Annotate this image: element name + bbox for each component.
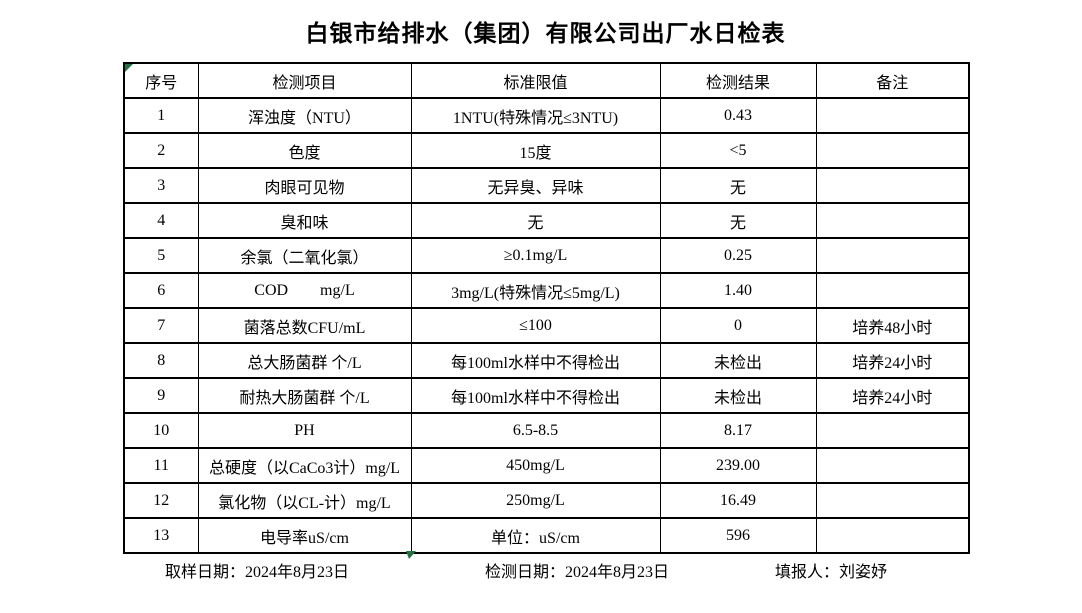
cell-no: 3 <box>123 167 199 204</box>
inspection-table: 序号 检测项目 标准限值 检测结果 备注 1 浑浊度（NTU） 1NTU(特殊情… <box>123 62 970 554</box>
cell-result: 16.49 <box>659 482 817 519</box>
cell-no: 12 <box>123 482 199 519</box>
cell-limit: 无异臭、异味 <box>410 167 661 204</box>
header-remark: 备注 <box>815 62 970 99</box>
cell-result: 0.43 <box>659 97 817 134</box>
cell-remark <box>815 167 970 204</box>
cell-no: 9 <box>123 377 199 414</box>
table-row: 9 耐热大肠菌群 个/L 每100ml水样中不得检出 未检出 培养24小时 <box>123 377 970 414</box>
cell-result: 无 <box>659 202 817 239</box>
cell-remark <box>815 482 970 519</box>
cell-item: 臭和味 <box>197 202 412 239</box>
cell-remark <box>815 412 970 449</box>
sampling-date: 取样日期：2024年8月23日 <box>165 558 349 582</box>
cell-item: 耐热大肠菌群 个/L <box>197 377 412 414</box>
cell-item: COD mg/L <box>197 272 412 309</box>
cell-no: 6 <box>123 272 199 309</box>
cell-limit: 每100ml水样中不得检出 <box>410 377 661 414</box>
cell-limit: ≤100 <box>410 307 661 344</box>
table-header-row: 序号 检测项目 标准限值 检测结果 备注 <box>123 62 970 99</box>
cell-limit: 250mg/L <box>410 482 661 519</box>
table-row: 6 COD mg/L 3mg/L(特殊情况≤5mg/L) 1.40 <box>123 272 970 309</box>
cell-item: 电导率uS/cm <box>197 517 412 554</box>
cell-no: 8 <box>123 342 199 379</box>
cell-limit: 3mg/L(特殊情况≤5mg/L) <box>410 272 661 309</box>
table-row: 8 总大肠菌群 个/L 每100ml水样中不得检出 未检出 培养24小时 <box>123 342 970 379</box>
test-date-value: 2024年8月23日 <box>565 564 670 581</box>
cell-no: 2 <box>123 132 199 169</box>
reporter-label: 填报人： <box>775 564 840 581</box>
table-row: 13 电导率uS/cm 单位：uS/cm 596 <box>123 517 970 554</box>
cell-remark <box>815 202 970 239</box>
cell-result: 未检出 <box>659 377 817 414</box>
cell-limit: ≥0.1mg/L <box>410 237 661 274</box>
table-row: 4 臭和味 无 无 <box>123 202 970 239</box>
header-result: 检测结果 <box>659 62 817 99</box>
sampling-date-value: 2024年8月23日 <box>245 564 350 581</box>
cell-no: 13 <box>123 517 199 554</box>
cell-remark <box>815 237 970 274</box>
cell-remark <box>815 447 970 484</box>
cell-no: 1 <box>123 97 199 134</box>
cell-item: 菌落总数CFU/mL <box>197 307 412 344</box>
page-title: 白银市给排水（集团）有限公司出厂水日检表 <box>305 21 786 47</box>
cell-result: 0 <box>659 307 817 344</box>
cell-remark: 培养48小时 <box>815 307 970 344</box>
cell-result: 8.17 <box>659 412 817 449</box>
table-row: 1 浑浊度（NTU） 1NTU(特殊情况≤3NTU) 0.43 <box>123 97 970 134</box>
cell-item: 总大肠菌群 个/L <box>197 342 412 379</box>
header-item: 检测项目 <box>197 62 412 99</box>
cell-limit: 450mg/L <box>410 447 661 484</box>
test-date: 检测日期：2024年8月23日 <box>485 558 669 582</box>
cell-item: 浑浊度（NTU） <box>197 97 412 134</box>
cell-item: 肉眼可见物 <box>197 167 412 204</box>
cell-remark: 培养24小时 <box>815 342 970 379</box>
table-row: 7 菌落总数CFU/mL ≤100 0 培养48小时 <box>123 307 970 344</box>
table-row: 10 PH 6.5-8.5 8.17 <box>123 412 970 449</box>
table-row: 2 色度 15度 <5 <box>123 132 970 169</box>
cell-item: 总硬度（以CaCo3计）mg/L <box>197 447 412 484</box>
cell-limit: 每100ml水样中不得检出 <box>410 342 661 379</box>
excel-bottom-marker-icon <box>406 551 416 559</box>
cell-item: 余氯（二氧化氯） <box>197 237 412 274</box>
cell-remark <box>815 132 970 169</box>
reporter: 填报人：刘姿妤 <box>775 558 887 582</box>
cell-no: 10 <box>123 412 199 449</box>
table-body: 1 浑浊度（NTU） 1NTU(特殊情况≤3NTU) 0.43 2 色度 15度… <box>123 97 970 554</box>
table-row: 11 总硬度（以CaCo3计）mg/L 450mg/L 239.00 <box>123 447 970 484</box>
header-no: 序号 <box>123 62 199 99</box>
test-date-label: 检测日期： <box>485 564 566 581</box>
cell-result: 239.00 <box>659 447 817 484</box>
cell-item: 氯化物（以CL-计）mg/L <box>197 482 412 519</box>
excel-corner-marker-icon <box>125 64 133 72</box>
cell-result: <5 <box>659 132 817 169</box>
cell-remark <box>815 97 970 134</box>
cell-item: 色度 <box>197 132 412 169</box>
cell-no: 11 <box>123 447 199 484</box>
cell-remark <box>815 517 970 554</box>
cell-result: 未检出 <box>659 342 817 379</box>
cell-result: 无 <box>659 167 817 204</box>
cell-no: 5 <box>123 237 199 274</box>
cell-remark: 培养24小时 <box>815 377 970 414</box>
table-row: 12 氯化物（以CL-计）mg/L 250mg/L 16.49 <box>123 482 970 519</box>
cell-result: 1.40 <box>659 272 817 309</box>
cell-item: PH <box>197 412 412 449</box>
reporter-name: 刘姿妤 <box>839 564 888 581</box>
cell-limit: 单位：uS/cm <box>410 517 661 554</box>
cell-limit: 无 <box>410 202 661 239</box>
table-row: 5 余氯（二氧化氯） ≥0.1mg/L 0.25 <box>123 237 970 274</box>
cell-no: 4 <box>123 202 199 239</box>
sampling-date-label: 取样日期： <box>165 564 246 581</box>
cell-no: 7 <box>123 307 199 344</box>
cell-result: 0.25 <box>659 237 817 274</box>
cell-result: 596 <box>659 517 817 554</box>
cell-limit: 15度 <box>410 132 661 169</box>
table-row: 3 肉眼可见物 无异臭、异味 无 <box>123 167 970 204</box>
cell-remark <box>815 272 970 309</box>
cell-limit: 1NTU(特殊情况≤3NTU) <box>410 97 661 134</box>
cell-limit: 6.5-8.5 <box>410 412 661 449</box>
header-limit: 标准限值 <box>410 62 661 99</box>
